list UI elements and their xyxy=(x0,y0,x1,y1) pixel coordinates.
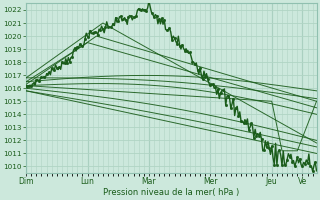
X-axis label: Pression niveau de la mer( hPa ): Pression niveau de la mer( hPa ) xyxy=(103,188,239,197)
